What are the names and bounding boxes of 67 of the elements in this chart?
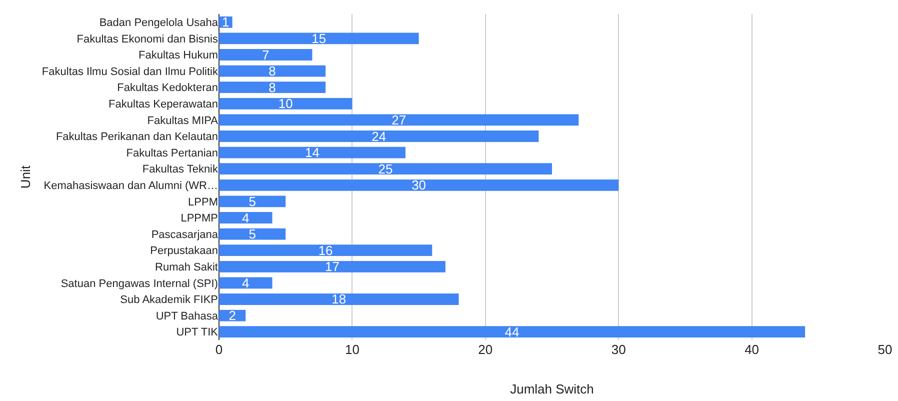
x-tick-label: 0 xyxy=(215,342,223,357)
bar xyxy=(219,326,806,338)
data-label: 16 xyxy=(318,242,333,258)
bar xyxy=(219,228,286,240)
data-label: 24 xyxy=(372,128,386,144)
y-tick-label: Fakultas Perikanan dan Kelautan xyxy=(56,131,218,144)
x-axis-title: Jumlah Switch xyxy=(510,382,594,397)
data-label: 15 xyxy=(312,30,326,46)
data-label: 1 xyxy=(222,14,230,30)
bar xyxy=(219,179,619,191)
y-tick-label: Sub Akademik FIKP xyxy=(120,294,218,306)
data-label: 8 xyxy=(268,64,276,79)
bar xyxy=(219,277,272,289)
data-label: 4 xyxy=(242,210,250,226)
y-tick-label: Fakultas Pertanian xyxy=(126,147,218,160)
y-tick-label: Rumah Sakit xyxy=(155,262,218,274)
y-tick-label: Pascasarjana xyxy=(151,228,219,241)
data-label: 30 xyxy=(412,178,426,193)
data-label: 7 xyxy=(262,47,270,62)
bar xyxy=(219,196,286,208)
data-label: 5 xyxy=(248,194,256,209)
y-tick-label: Fakultas Teknik xyxy=(142,164,218,176)
y-tick-label: Fakultas Kedokteran xyxy=(117,82,218,94)
bar xyxy=(219,32,419,44)
y-tick-label: Satuan Pengawas Internal (SPI) xyxy=(60,278,218,290)
bar xyxy=(219,244,432,256)
data-label: 2 xyxy=(228,308,236,324)
data-label: 10 xyxy=(278,96,293,112)
data-label: 27 xyxy=(392,112,406,128)
y-tick-label: Badan Pengelola Usaha xyxy=(99,17,219,29)
y-tick-label: UPT Bahasa xyxy=(156,310,219,322)
data-label: 8 xyxy=(268,80,276,95)
data-label: 17 xyxy=(324,259,340,274)
bar xyxy=(219,130,539,142)
x-tick-label: 10 xyxy=(344,342,360,357)
y-tick-label: Kemahasiswaan dan Alumni (WR… xyxy=(44,180,218,192)
x-tick-label: 50 xyxy=(878,342,892,357)
y-tick-label: Fakultas Ilmu Sosial dan Ilmu Politik xyxy=(42,66,218,78)
bar xyxy=(219,114,579,126)
y-tick-label: Fakultas Hukum xyxy=(138,50,218,62)
bar xyxy=(219,65,326,77)
y-tick-label: Fakultas MIPA xyxy=(147,114,219,127)
data-label: 14 xyxy=(305,145,320,160)
bar xyxy=(219,310,246,322)
data-label: 44 xyxy=(504,324,520,340)
bar xyxy=(219,294,459,305)
y-tick-label: LPPM xyxy=(188,196,218,208)
y-axis-title: Unit xyxy=(18,165,33,189)
bar xyxy=(219,146,406,158)
data-label: 25 xyxy=(378,161,393,176)
y-tick-label: Perpustakaan xyxy=(150,245,218,258)
y-tick-label: UPT TIK xyxy=(176,326,219,339)
bar xyxy=(219,212,272,224)
bar xyxy=(219,82,326,94)
data-label: 4 xyxy=(242,275,250,290)
y-tick-label: Fakultas Ekonomi dan Bisnis xyxy=(76,33,218,46)
y-tick-label: LPPMP xyxy=(180,212,218,225)
data-label: 5 xyxy=(248,226,256,242)
x-tick-label: 20 xyxy=(478,342,493,357)
bar xyxy=(219,98,352,110)
x-tick-label: 40 xyxy=(744,342,760,357)
y-tick-label: Fakultas Keperawatan xyxy=(108,98,218,110)
bar xyxy=(219,260,446,272)
bar xyxy=(219,49,312,60)
x-tick-label: 30 xyxy=(611,342,626,357)
bar xyxy=(219,163,552,175)
data-label: 18 xyxy=(332,292,346,307)
